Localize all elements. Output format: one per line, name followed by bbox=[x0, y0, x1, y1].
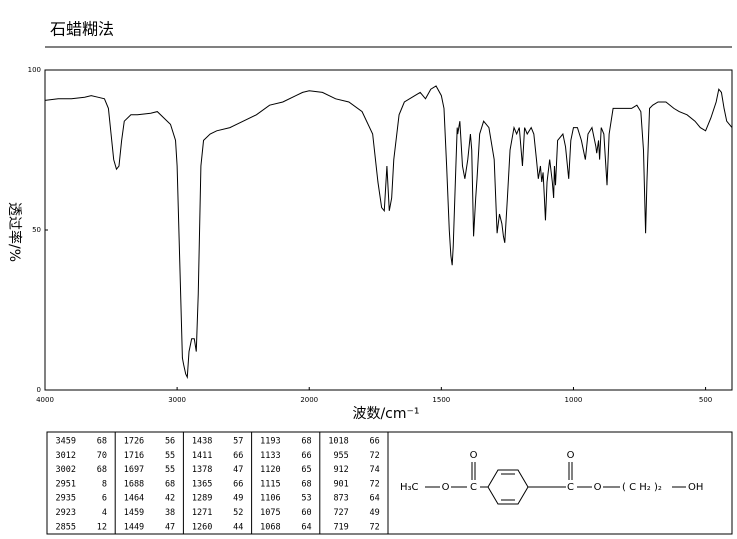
peak-wavenumber: 1106 bbox=[260, 494, 280, 504]
x-axis-label: 波数/cm⁻¹ bbox=[352, 406, 419, 422]
peak-wavenumber: 727 bbox=[333, 508, 348, 518]
peak-wavenumber: 1697 bbox=[124, 465, 144, 475]
structure-label: ( C H₂ )₂ bbox=[622, 482, 662, 493]
peak-wavenumber: 901 bbox=[333, 479, 348, 489]
peak-wavenumber: 2935 bbox=[56, 494, 76, 504]
peak-transmittance: 8 bbox=[102, 479, 107, 489]
peak-transmittance: 38 bbox=[165, 508, 175, 518]
peak-transmittance: 66 bbox=[233, 479, 243, 489]
peak-transmittance: 72 bbox=[370, 479, 380, 489]
peak-transmittance: 60 bbox=[301, 508, 311, 518]
peak-wavenumber: 3459 bbox=[56, 437, 76, 447]
peak-wavenumber: 1133 bbox=[260, 451, 280, 461]
x-tick-label: 4000 bbox=[36, 396, 54, 404]
peak-transmittance: 55 bbox=[165, 465, 175, 475]
y-axis-label: 透过率/% bbox=[6, 202, 23, 262]
peak-wavenumber: 2951 bbox=[56, 479, 76, 489]
peak-wavenumber: 1459 bbox=[124, 508, 144, 518]
plot-frame bbox=[44, 69, 733, 391]
peak-wavenumber: 1716 bbox=[124, 451, 144, 461]
structure-bonds bbox=[425, 462, 686, 505]
peak-wavenumber: 1449 bbox=[124, 522, 144, 532]
peak-transmittance: 68 bbox=[97, 465, 107, 475]
peak-wavenumber: 1068 bbox=[260, 522, 280, 532]
peak-transmittance: 49 bbox=[370, 508, 380, 518]
peak-wavenumber: 1411 bbox=[192, 451, 212, 461]
peak-transmittance: 68 bbox=[165, 479, 175, 489]
peak-wavenumber: 2923 bbox=[56, 508, 76, 518]
peak-wavenumber: 2855 bbox=[56, 522, 76, 532]
peak-transmittance: 53 bbox=[301, 494, 311, 504]
peak-wavenumber: 1726 bbox=[124, 437, 144, 447]
page-title: 石蜡糊法 bbox=[50, 20, 114, 39]
peak-wavenumber: 1018 bbox=[328, 437, 348, 447]
peak-wavenumber: 1193 bbox=[260, 437, 280, 447]
peak-transmittance: 64 bbox=[370, 494, 380, 504]
structure-label: C bbox=[470, 482, 477, 493]
peak-wavenumber: 1688 bbox=[124, 479, 144, 489]
structure-label: O bbox=[567, 450, 575, 461]
peak-transmittance: 44 bbox=[233, 522, 243, 532]
peak-transmittance: 65 bbox=[301, 465, 311, 475]
peak-transmittance: 66 bbox=[233, 451, 243, 461]
x-tick-label: 500 bbox=[699, 396, 712, 404]
peak-transmittance: 74 bbox=[370, 465, 380, 475]
peak-transmittance: 68 bbox=[301, 437, 311, 447]
peak-wavenumber: 1464 bbox=[124, 494, 144, 504]
peak-wavenumber: 3002 bbox=[56, 465, 76, 475]
structure-label: O bbox=[442, 482, 450, 493]
peak-transmittance: 12 bbox=[97, 522, 107, 532]
peak-transmittance: 68 bbox=[97, 437, 107, 447]
peak-wavenumber: 1120 bbox=[260, 465, 280, 475]
structure-label: OH bbox=[688, 482, 703, 493]
peak-wavenumber: 1289 bbox=[192, 494, 212, 504]
peak-wavenumber: 1438 bbox=[192, 437, 212, 447]
peak-transmittance: 72 bbox=[370, 522, 380, 532]
peak-transmittance: 66 bbox=[370, 437, 380, 447]
peak-transmittance: 66 bbox=[301, 451, 311, 461]
y-tick-label: 0 bbox=[37, 386, 41, 394]
peak-table-frame bbox=[46, 431, 733, 535]
peak-transmittance: 56 bbox=[165, 437, 175, 447]
peak-wavenumber: 1075 bbox=[260, 508, 280, 518]
structure-label: O bbox=[470, 450, 478, 461]
peak-transmittance: 6 bbox=[102, 494, 107, 504]
peak-wavenumber: 3012 bbox=[56, 451, 76, 461]
peak-transmittance: 57 bbox=[233, 437, 243, 447]
peak-transmittance: 68 bbox=[301, 479, 311, 489]
peak-transmittance: 47 bbox=[165, 522, 175, 532]
structure-label: O bbox=[594, 482, 602, 493]
x-tick-label: 1500 bbox=[432, 396, 450, 404]
peak-transmittance: 72 bbox=[370, 451, 380, 461]
peak-wavenumber: 1115 bbox=[260, 479, 280, 489]
spectrum-line bbox=[44, 85, 733, 380]
peak-wavenumber: 1378 bbox=[192, 465, 212, 475]
peak-transmittance: 42 bbox=[165, 494, 175, 504]
peak-transmittance: 70 bbox=[97, 451, 107, 461]
peak-transmittance: 52 bbox=[233, 508, 243, 518]
y-tick-label: 50 bbox=[32, 226, 41, 234]
peak-wavenumber: 1271 bbox=[192, 508, 212, 518]
peak-transmittance: 47 bbox=[233, 465, 243, 475]
peak-wavenumber: 1260 bbox=[192, 522, 212, 532]
peak-transmittance: 64 bbox=[301, 522, 311, 532]
peak-wavenumber: 955 bbox=[333, 451, 348, 461]
peak-transmittance: 49 bbox=[233, 494, 243, 504]
peak-transmittance: 4 bbox=[102, 508, 107, 518]
structure-label: C bbox=[567, 482, 574, 493]
peak-transmittance: 55 bbox=[165, 451, 175, 461]
peak-wavenumber: 1365 bbox=[192, 479, 212, 489]
structure-label: H₃C bbox=[400, 482, 419, 493]
peak-wavenumber: 912 bbox=[333, 465, 348, 475]
x-tick-label: 2000 bbox=[300, 396, 318, 404]
y-tick-label: 100 bbox=[28, 66, 41, 74]
peak-wavenumber: 873 bbox=[333, 494, 348, 504]
peak-wavenumber: 719 bbox=[333, 522, 348, 532]
x-tick-label: 3000 bbox=[168, 396, 186, 404]
x-tick-label: 1000 bbox=[565, 396, 583, 404]
